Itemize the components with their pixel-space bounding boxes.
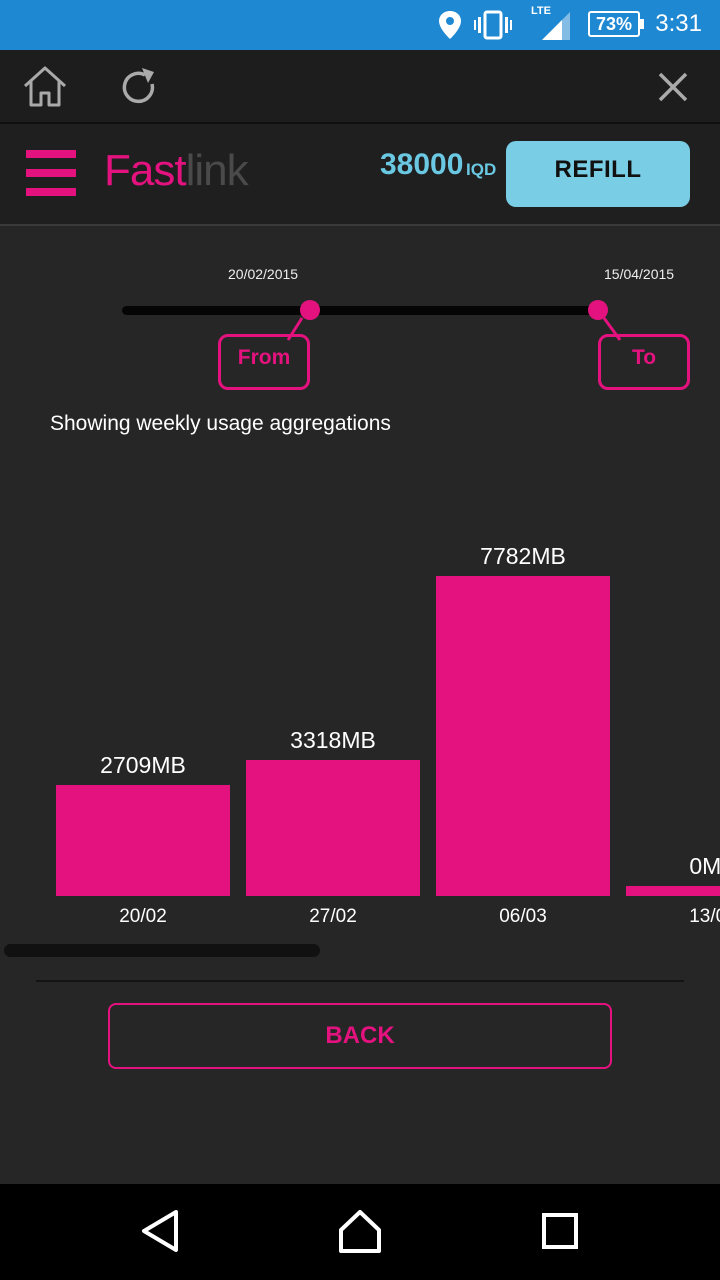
to-handle[interactable] (588, 300, 608, 320)
status-bar: LTE 73% 3:31 (0, 0, 720, 50)
chart-svg: 2709MB 20/02 3318MB 27/02 7782MB 06/03 0MB 13/0… (56, 543, 720, 927)
from-handle[interactable] (300, 300, 320, 320)
back-button[interactable]: BACK (108, 1003, 612, 1069)
date-range-slider[interactable] (122, 306, 600, 315)
data-label-06/03: 7782MB (480, 543, 566, 569)
bar-27/02[interactable] (246, 760, 420, 896)
close-icon[interactable] (650, 64, 696, 110)
aggregation-caption: Showing weekly usage aggregations (50, 412, 391, 435)
from-callout[interactable]: From (218, 334, 310, 390)
navigation-bar (0, 1184, 720, 1280)
tick-label-06/03: 06/03 (499, 906, 547, 927)
usage-bar-chart[interactable]: 2709MB 20/02 3318MB 27/02 7782MB 06/03 0MB 13/0… (0, 520, 720, 940)
status-time: 3:31 (655, 10, 702, 37)
bar-13/03[interactable] (626, 886, 720, 896)
data-label-13/03: 0MB (689, 853, 720, 879)
network-type: LTE (531, 5, 551, 17)
fastlink-logo: Fastlink (104, 146, 249, 196)
app-header: Fastlink 38000 IQD REFILL (0, 124, 720, 226)
logo-part-link: link (185, 146, 249, 195)
data-label-27/02: 3318MB (290, 727, 376, 753)
tick-label-13/03: 13/03 (689, 906, 720, 927)
reload-icon[interactable] (116, 64, 162, 110)
home-icon[interactable] (22, 64, 68, 110)
battery-icon: 73% (588, 11, 640, 37)
tick-label-27/02: 27/02 (309, 906, 357, 927)
refill-button[interactable]: REFILL (506, 141, 690, 207)
browser-toolbar (0, 50, 720, 124)
signal-icon (542, 12, 570, 40)
home-nav-icon[interactable] (335, 1206, 385, 1256)
battery-level: 73% (595, 14, 633, 34)
vibrate-icon (474, 10, 512, 40)
menu-icon[interactable] (26, 150, 76, 196)
divider (36, 980, 684, 982)
chart-scrollbar[interactable] (4, 944, 320, 957)
bar-20/02[interactable] (56, 785, 230, 896)
bar-06/03[interactable] (436, 576, 610, 896)
battery-nub (640, 19, 644, 29)
recents-nav-icon[interactable] (535, 1206, 585, 1256)
from-date-label: 20/02/2015 (228, 266, 299, 282)
tick-label-20/02: 20/02 (119, 906, 167, 927)
back-nav-icon[interactable] (136, 1206, 186, 1256)
data-label-20/02: 2709MB (100, 752, 186, 778)
balance-currency: IQD (466, 160, 497, 179)
logo-part-fast: Fast (104, 146, 187, 195)
location-icon (439, 11, 461, 39)
to-date-label: 15/04/2015 (604, 266, 675, 282)
to-callout[interactable]: To (598, 334, 690, 390)
balance-amount: 38000 (380, 148, 464, 181)
